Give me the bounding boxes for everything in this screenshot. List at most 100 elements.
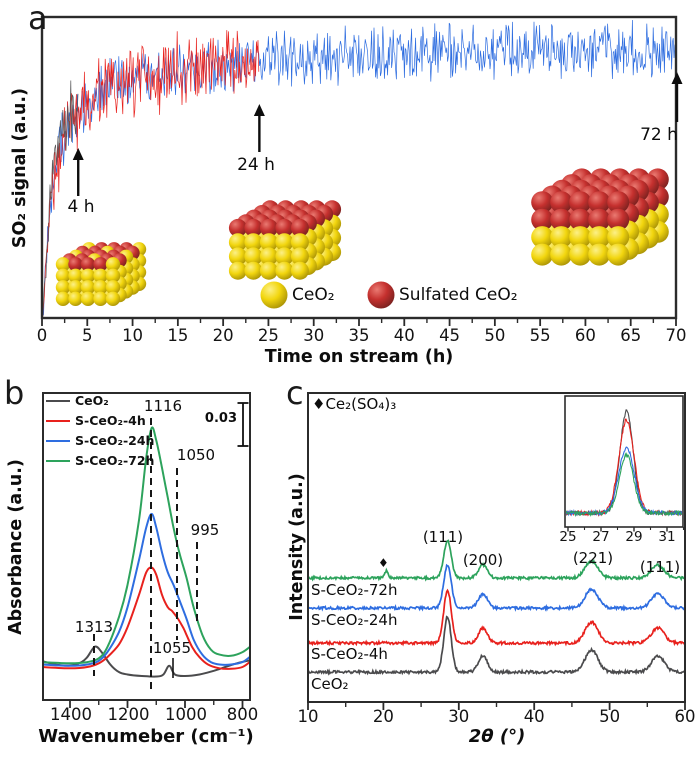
panel-c-tick-10: 10 (297, 707, 319, 726)
panel-a-tick-5: 5 (82, 326, 93, 345)
inset-xrd-trace (566, 418, 682, 517)
panel-a-tick-0: 0 (36, 326, 48, 345)
panel-b-tick-1400: 1400 (50, 705, 92, 724)
ftir-curve (44, 512, 249, 667)
panel-a-tick-40: 40 (393, 326, 415, 345)
legend-series-label: S-CeO₂-4h (75, 412, 146, 428)
legend-series-label: S-CeO₂-72h (75, 452, 155, 468)
panel-c-ylabel: Intensity (a.u.) (287, 473, 307, 621)
panel-a-xlabel: Time on stream (h) (264, 347, 454, 367)
panel-a-tick-15: 15 (167, 326, 189, 345)
panel-a-tick-45: 45 (439, 326, 461, 345)
inset-tick-31: 31 (658, 529, 676, 545)
xrd-trace (309, 588, 684, 647)
legend-label-sulfated-ceo2: Sulfated CeO₂ (399, 285, 518, 305)
panel-c-tick-60: 60 (674, 707, 696, 726)
trace-label-ceo2: CeO₂ (311, 675, 349, 693)
panel-b-tick-800: 800 (226, 705, 259, 724)
inset-tick-29: 29 (625, 529, 643, 545)
panel-c-tick-30: 30 (448, 707, 470, 726)
inset-frame (564, 395, 684, 528)
legend-line-swatch (46, 400, 70, 402)
hkl-label-111b: (111) (639, 558, 681, 576)
hkl-label-111a: (111) (422, 528, 464, 546)
panel-c-tick-40: 40 (523, 707, 545, 726)
ceo2-model (55, 242, 147, 306)
ceo2-model (228, 200, 342, 280)
panel-b-xlabel: Wavenumeber (cm⁻¹) (38, 726, 254, 747)
legend-sphere-ceo2 (260, 281, 288, 309)
xrd-trace (309, 563, 684, 612)
panel-a-tick-60: 60 (574, 326, 596, 345)
ftir-curve (44, 426, 249, 665)
panel-b-tick-1200: 1200 (107, 705, 150, 724)
inset-tick-25: 25 (559, 529, 577, 545)
inset-xrd-trace (566, 446, 682, 517)
panel-c-letter: c (286, 374, 304, 412)
ftir-curve (44, 645, 249, 678)
legend-line-swatch (46, 440, 70, 442)
panel-c-xlabel: 2θ (°) (468, 726, 526, 747)
panel-b-plot (42, 392, 251, 708)
panel-c-traces (309, 539, 684, 676)
legend-label-ceo2: CeO₂ (292, 285, 335, 305)
panel-b-ylabel: Absorbance (a.u.) (6, 459, 26, 635)
xrd-trace (309, 539, 684, 582)
panel-a-tick-25: 25 (257, 326, 279, 345)
annotation-24h: 24 h (237, 155, 275, 175)
so2-trace (43, 30, 260, 317)
panel-b-traces (44, 426, 249, 678)
scale-bar-label: 0.03 (204, 411, 237, 426)
panel-a-letter: a (28, 0, 48, 37)
panel-b-legend-row: CeO₂ (46, 393, 109, 409)
panel-a-tick-20: 20 (212, 326, 234, 345)
trace-label-s-ceo2-72h: S-CeO₂-72h (311, 581, 398, 599)
trace-label-s-ceo2-24h: S-CeO₂-24h (311, 611, 398, 629)
peak-label-1055: 1055 (152, 639, 192, 657)
annotation-72h: 72 h (640, 125, 678, 145)
legend-line-swatch (46, 460, 70, 462)
inset-xrd-trace (566, 409, 682, 517)
panel-a-tick-55: 55 (529, 326, 551, 345)
panel-a-tick-50: 50 (484, 326, 506, 345)
trace-label-s-ceo2-4h: S-CeO₂-4h (311, 645, 388, 663)
panel-b-legend-row: S-CeO₂-4h (46, 413, 146, 429)
peak-label-995: 995 (190, 521, 220, 539)
legend-series-label: CeO₂ (75, 392, 109, 408)
inset-tick-27: 27 (592, 529, 610, 545)
so2-trace (43, 80, 79, 317)
hkl-label-221: (221) (572, 549, 614, 567)
hkl-label-200: (200) (462, 551, 504, 569)
legend-line-swatch (46, 420, 70, 422)
panel-a-tick-65: 65 (620, 326, 642, 345)
panel-c-tick-20: 20 (372, 707, 394, 726)
xrd-trace (309, 615, 684, 676)
panel-b-tick-1000: 1000 (165, 705, 207, 724)
diamond-marker-icon: ♦ (378, 556, 389, 570)
inset-xrd-trace (566, 452, 682, 518)
peak-label-1050: 1050 (176, 446, 216, 464)
panel-a-plot (40, 15, 683, 326)
panel-c-tick-50: 50 (599, 707, 621, 726)
panel-b-letter: b (4, 374, 25, 412)
panel-a-tick-35: 35 (348, 326, 370, 345)
peak-label-1313: 1313 (74, 618, 114, 636)
peak-label-1116: 1116 (143, 397, 183, 415)
legend-series-label: S-CeO₂-24h (75, 432, 155, 448)
panel-a-tick-30: 30 (303, 326, 325, 345)
phase-label-ce2so43: ♦Ce₂(SO₄)₃ (312, 395, 397, 413)
panel-a-ylabel: SO₂ signal (a.u.) (10, 87, 30, 249)
panel-a-traces (43, 19, 675, 317)
panel-c-plot (307, 392, 686, 710)
inset-traces (566, 409, 682, 518)
annotation-4h: 4 h (67, 197, 95, 217)
legend-sphere-sulfated (367, 281, 395, 309)
ceo2-model (531, 168, 669, 266)
panel-a-tick-10: 10 (122, 326, 144, 345)
panel-b-legend-row: S-CeO₂-24h (46, 433, 154, 449)
so2-trace (43, 19, 675, 317)
panel-b-legend-row: S-CeO₂-72h (46, 453, 154, 469)
panel-a-tick-70: 70 (665, 326, 687, 345)
